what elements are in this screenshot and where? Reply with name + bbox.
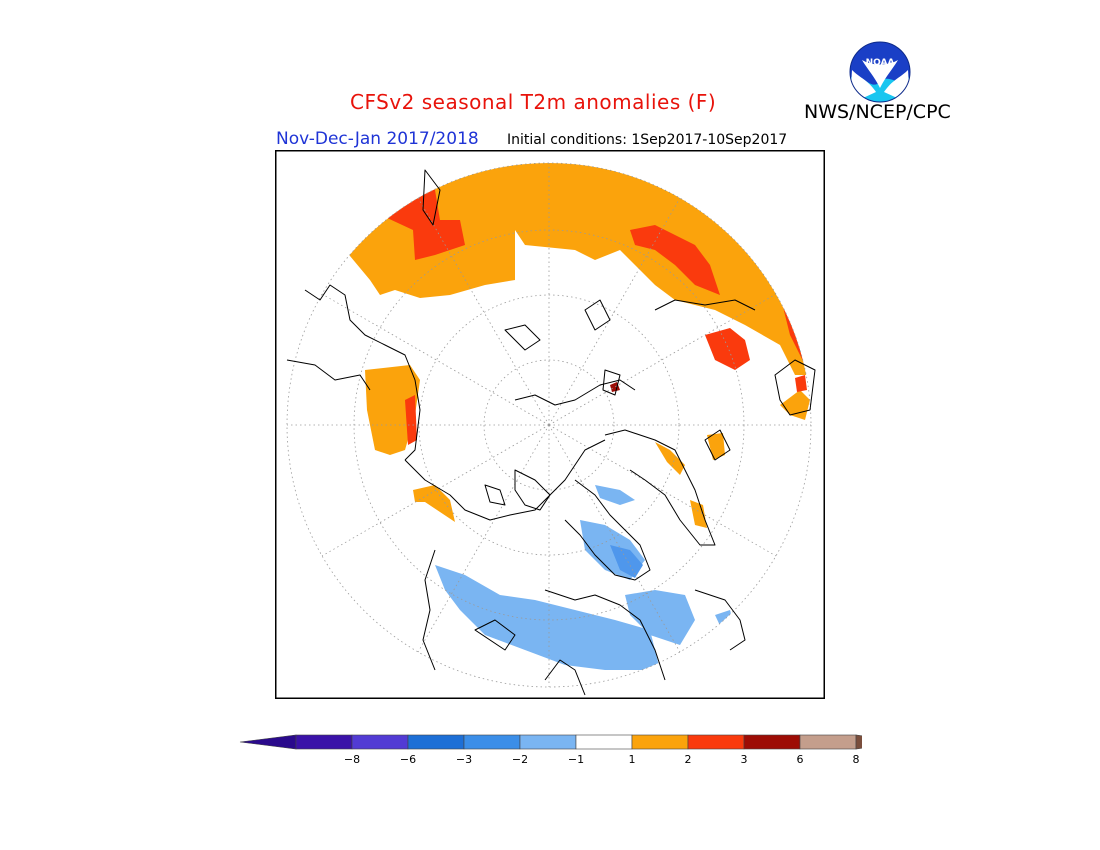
cool-anomaly-region [595, 485, 635, 505]
coastlines [286, 169, 816, 696]
map-boundary [286, 162, 812, 688]
season-label: Nov-Dec-Jan 2017/2018 [276, 129, 479, 149]
colorbar-tick-label: −3 [456, 753, 472, 766]
colorbar-labels: −8 −6 −3 −2 −1 1 2 3 6 8 [344, 753, 860, 766]
warm-anomaly-region [655, 442, 685, 475]
initial-conditions-label: Initial conditions: 1Sep2017-10Sep2017 [507, 132, 788, 148]
colorbar-tick-label: −1 [568, 753, 584, 766]
colorbar-bin [575, 734, 633, 750]
colorbar-bin [687, 734, 745, 750]
colorbar-bin [519, 734, 577, 750]
warm-anomaly-region [365, 365, 420, 455]
colorbar-low-arrow [239, 734, 297, 750]
colorbar-bin [743, 734, 801, 750]
colorbar-tick-label: −8 [344, 753, 360, 766]
strong-warm-anomaly-region [795, 375, 807, 392]
colorbar-bin [463, 734, 521, 750]
noaa-logo: NOAA [849, 41, 911, 103]
strong-warm-anomaly-region [705, 328, 750, 370]
colorbar-high-arrow [855, 734, 862, 750]
warm-anomaly-region [413, 485, 455, 522]
colorbar-bin [407, 734, 465, 750]
colorbar-bin [351, 734, 409, 750]
strong-warm-anomaly-region [630, 225, 720, 295]
agency-label: NWS/NCEP/CPC [804, 101, 951, 123]
colorbar-bins [239, 734, 862, 750]
colorbar-bin [799, 734, 857, 750]
colorbar-bin [631, 734, 689, 750]
warm-anomaly-region [690, 500, 707, 528]
colorbar-tick-label: 3 [741, 753, 748, 766]
colorbar-tick-label: −6 [400, 753, 416, 766]
cool-anomaly-region [625, 590, 695, 645]
warm-anomaly-region [780, 390, 810, 420]
colorbar: −8 −6 −3 −2 −1 1 2 3 6 8 [239, 734, 862, 766]
noaa-logo-text: NOAA [866, 58, 895, 68]
strong-warm-anomaly-region [405, 395, 417, 445]
colorbar-tick-label: 8 [853, 753, 860, 766]
colorbar-tick-label: 2 [685, 753, 692, 766]
colorbar-bin [295, 734, 353, 750]
colorbar-tick-label: 6 [797, 753, 804, 766]
map-title: CFSv2 seasonal T2m anomalies (F) [350, 90, 717, 114]
moderate-cool-anomaly-region [610, 545, 643, 578]
colorbar-tick-label: 1 [629, 753, 636, 766]
cool-anomaly-region [435, 565, 660, 670]
colorbar-tick-label: −2 [512, 753, 528, 766]
polar-anomaly-map [275, 150, 825, 699]
